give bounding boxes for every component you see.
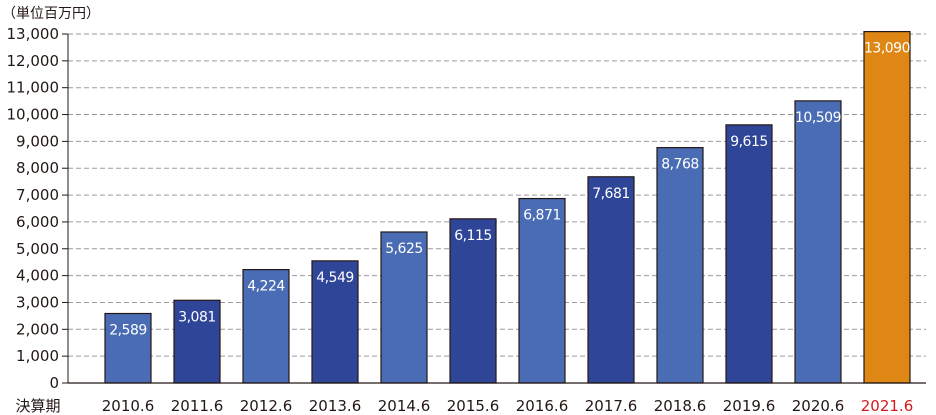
bar-value-label: 5,625 bbox=[385, 241, 423, 257]
bar bbox=[587, 176, 635, 384]
bar-value-label: 8,768 bbox=[661, 157, 699, 173]
y-tick-label: 1,000 bbox=[16, 347, 59, 365]
y-tick-label: 8,000 bbox=[16, 159, 59, 177]
y-tick-label: 11,000 bbox=[7, 79, 60, 97]
y-tick-label: 3,000 bbox=[16, 293, 59, 311]
bar-value-label: 6,115 bbox=[454, 228, 492, 244]
bar bbox=[863, 30, 911, 384]
bar bbox=[449, 218, 497, 384]
bar-value-label: 2,589 bbox=[109, 322, 147, 338]
bar-value-label: 4,549 bbox=[316, 270, 354, 286]
y-tick-label: 7,000 bbox=[16, 186, 59, 204]
y-tick-label: 5,000 bbox=[16, 240, 59, 258]
bar-value-label: 6,871 bbox=[523, 208, 561, 224]
y-axis: 0 1,000 2,000 3,000 4,000 5,000 6,000 7,000 8,00… bbox=[7, 25, 69, 392]
bars: 2,589 3,081 4,224 4,549 5,625 6,115 6,871 7,681… bbox=[104, 30, 911, 384]
bar bbox=[725, 124, 773, 384]
bar bbox=[242, 269, 290, 384]
x-tick-label: 2019.6 bbox=[723, 397, 776, 415]
y-tick-label: 12,000 bbox=[7, 52, 60, 70]
y-tick-label: 2,000 bbox=[16, 320, 59, 338]
bar bbox=[173, 299, 221, 384]
x-tick-label: 2010.6 bbox=[102, 397, 155, 415]
bar-value-label: 7,681 bbox=[592, 186, 630, 202]
x-tick-label: 2015.6 bbox=[447, 397, 500, 415]
x-tick-label: 2021.6 bbox=[861, 397, 914, 415]
bar-value-label: 4,224 bbox=[247, 279, 285, 295]
y-tick-label: 4,000 bbox=[16, 267, 59, 285]
x-axis-title: 決算期 bbox=[15, 397, 60, 415]
bar-value-label: 9,615 bbox=[730, 134, 768, 150]
x-tick-label: 2020.6 bbox=[792, 397, 845, 415]
x-axis: 決算期 2010.6 2011.6 2012.6 2013.6 2014.6 2015.6 2… bbox=[15, 382, 926, 415]
x-tick-label: 2013.6 bbox=[309, 397, 362, 415]
bar bbox=[656, 147, 704, 384]
bar-value-label: 10,509 bbox=[795, 110, 841, 126]
x-tick-label: 2012.6 bbox=[240, 397, 293, 415]
bar bbox=[518, 197, 566, 384]
x-tick-label: 2017.6 bbox=[585, 397, 638, 415]
y-tick-label: 0 bbox=[49, 374, 59, 392]
y-tick-label: 13,000 bbox=[7, 25, 60, 43]
bar bbox=[794, 100, 842, 384]
x-tick-label: 2016.6 bbox=[516, 397, 569, 415]
bar-value-label: 13,090 bbox=[864, 41, 910, 57]
x-tick-label: 2018.6 bbox=[654, 397, 707, 415]
bar bbox=[104, 312, 152, 384]
y-tick-label: 10,000 bbox=[7, 106, 60, 124]
bar bbox=[311, 260, 359, 384]
grid-lines bbox=[68, 33, 926, 357]
y-tick-label: 6,000 bbox=[16, 213, 59, 231]
x-tick-label: 2011.6 bbox=[171, 397, 224, 415]
y-tick-label: 9,000 bbox=[16, 132, 59, 150]
bar-value-label: 3,081 bbox=[178, 309, 216, 325]
x-tick-label: 2014.6 bbox=[378, 397, 431, 415]
unit-label: （単位百万円） bbox=[2, 6, 100, 22]
